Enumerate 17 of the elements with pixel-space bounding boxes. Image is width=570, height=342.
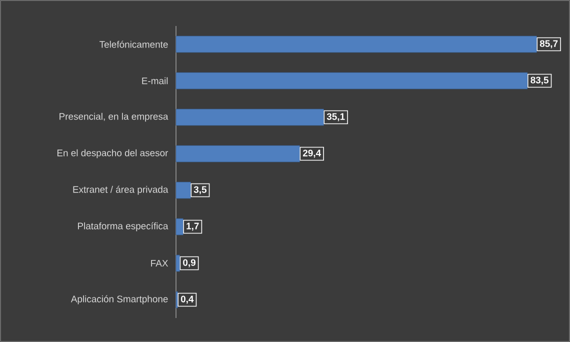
data-label: 83,5 [530, 76, 549, 85]
data-label: 35,1 [326, 113, 345, 122]
data-label: 1,7 [186, 222, 199, 231]
y-tick-label: Plataforma específica [78, 222, 168, 232]
data-label: 85,7 [540, 40, 558, 48]
y-tick-label: Extranet / área privada [73, 186, 168, 195]
data-label: 29,4 [302, 150, 322, 158]
data-label: 0,4 [180, 296, 194, 304]
y-tick-label: Aplicación Smartphone [70, 295, 168, 304]
bar [176, 254, 180, 272]
y-tick-label: E-mail [142, 77, 168, 84]
y-tick-label: Telefónicamente [100, 40, 168, 48]
y-tick-label: En el despacho del asesor [57, 149, 168, 158]
data-label: 3,5 [194, 186, 207, 194]
y-tick-label: FAX [151, 260, 168, 267]
data-label: 0,9 [183, 259, 196, 268]
y-tick-label: Presencial, en la empresa [60, 112, 168, 122]
